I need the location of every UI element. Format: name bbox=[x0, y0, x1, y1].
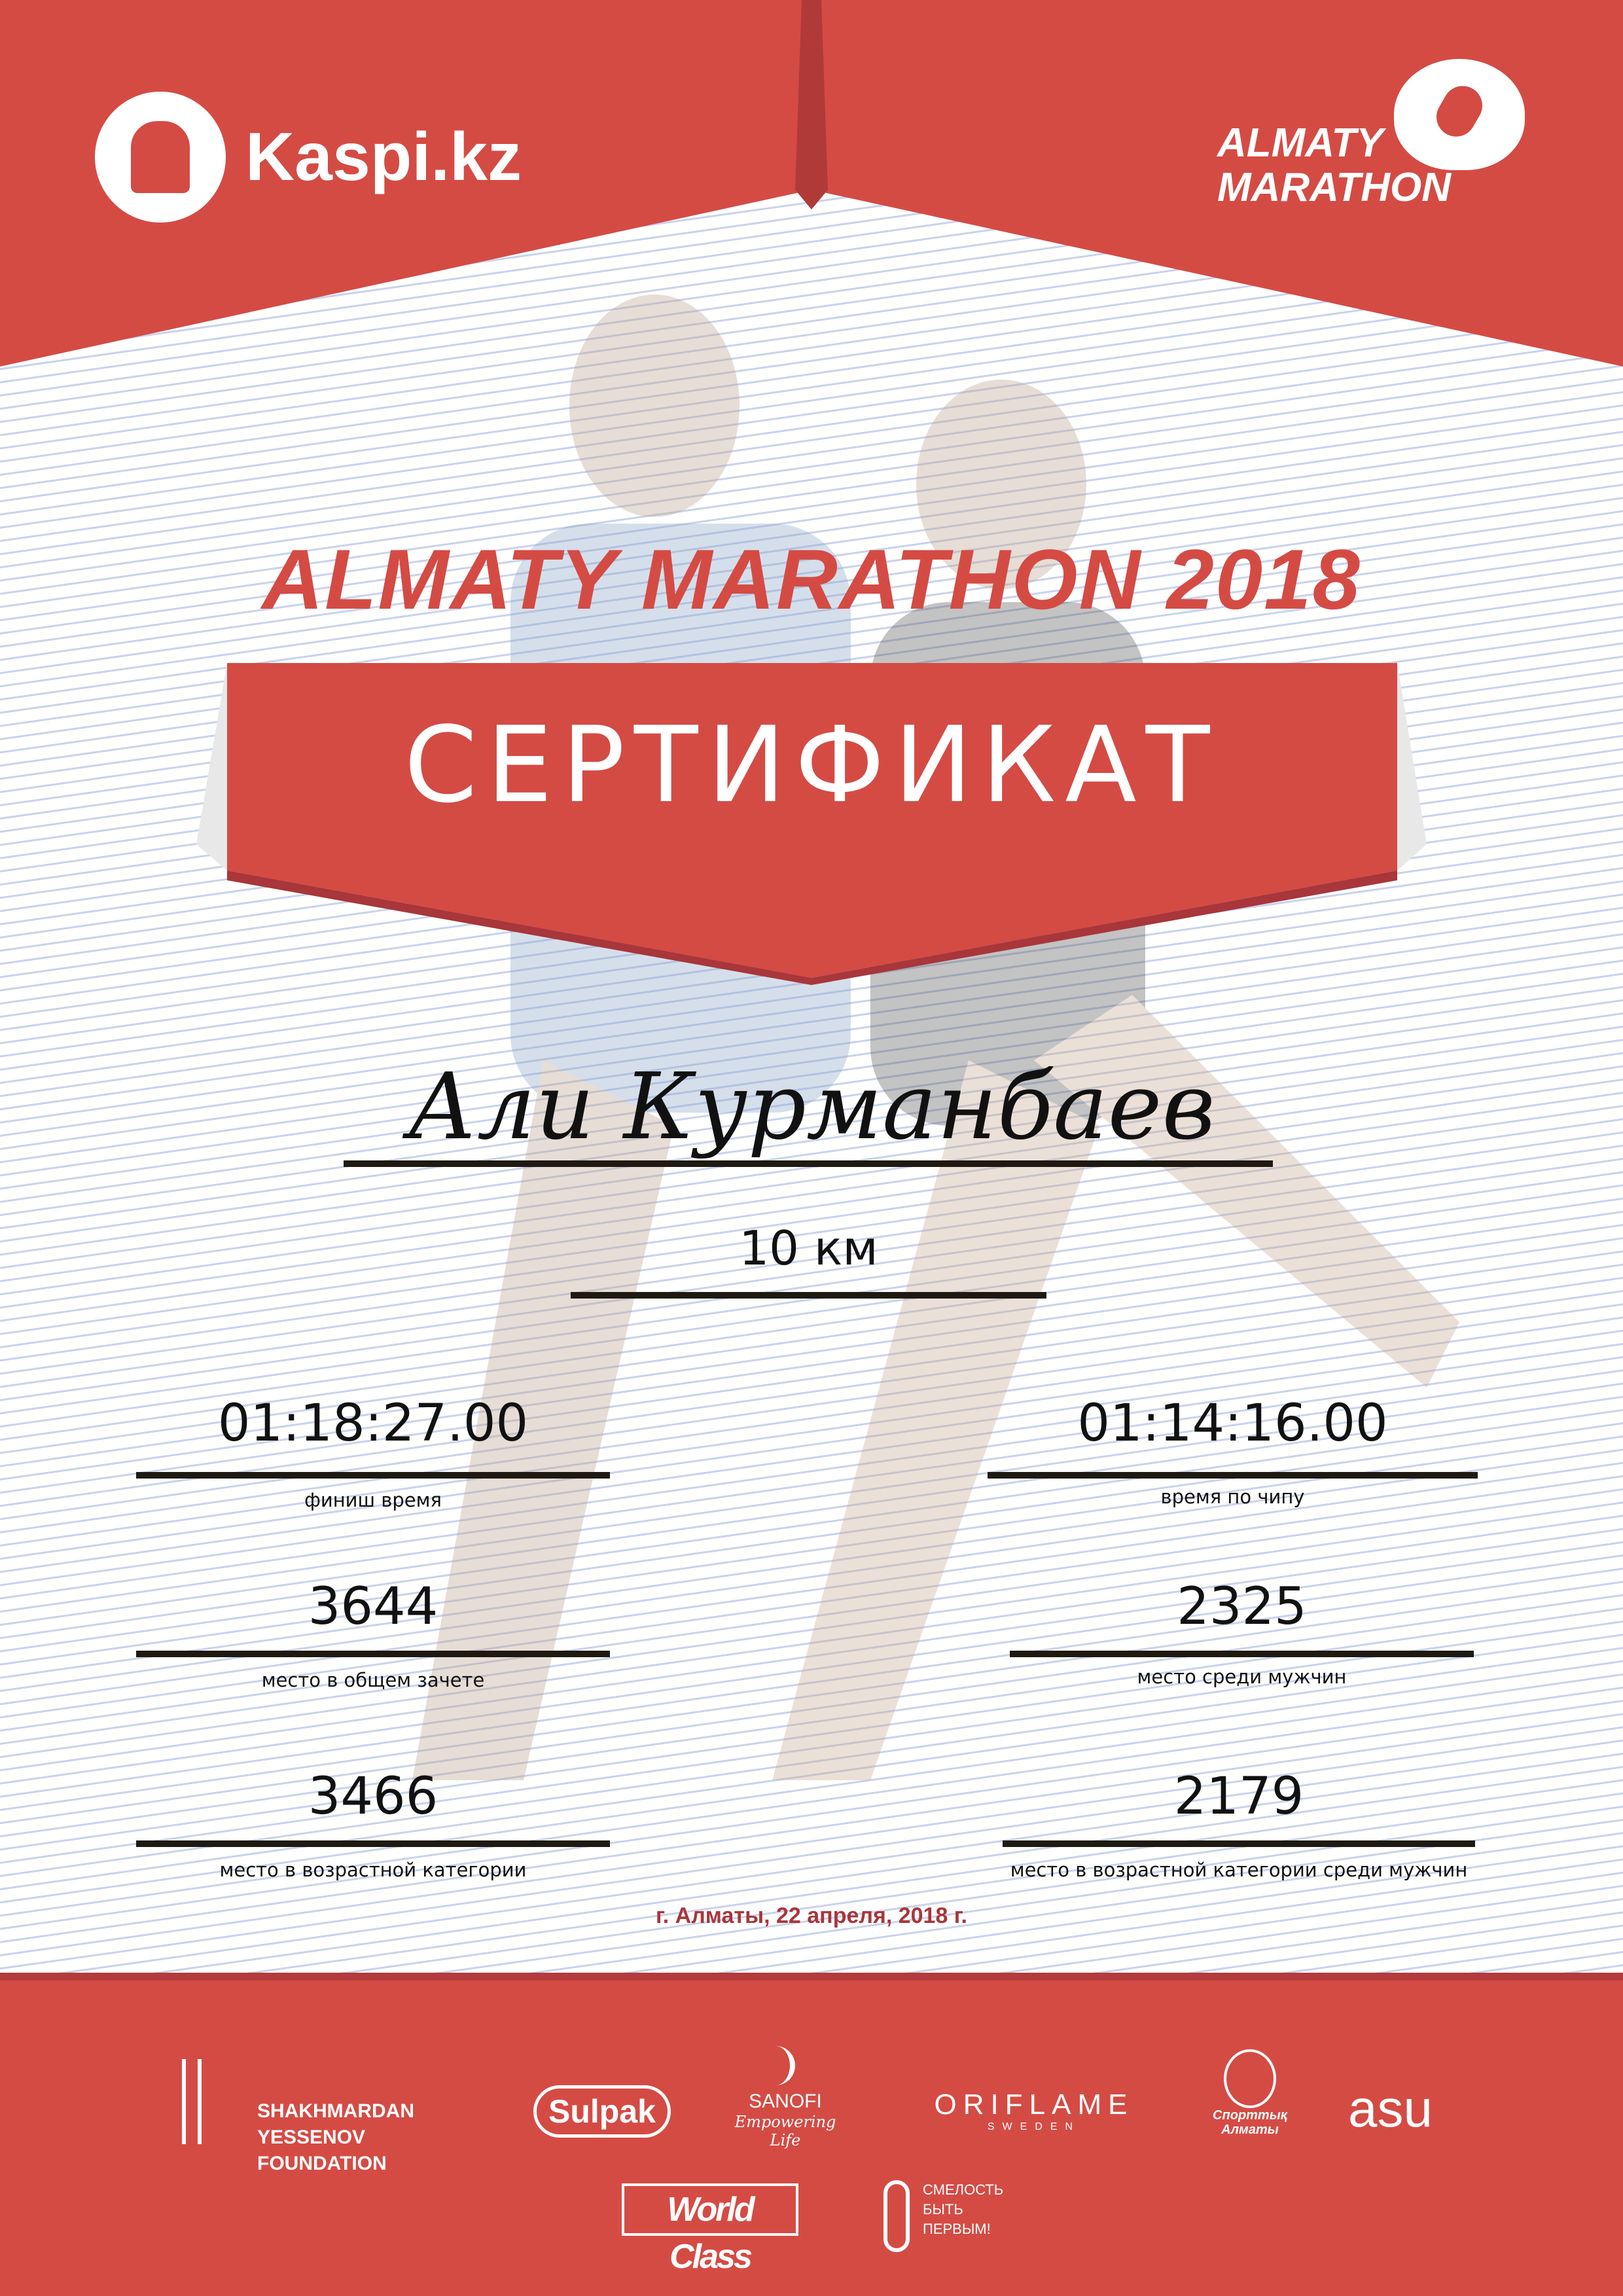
gender-place-line bbox=[1010, 1651, 1474, 1657]
name-underline bbox=[344, 1160, 1273, 1167]
sulpak-logo: Sulpak bbox=[533, 2085, 671, 2138]
asu-logo: asu bbox=[1348, 2079, 1433, 2138]
participant-name: Али Курманбаев bbox=[407, 1054, 1216, 1160]
date-place: г. Алматы, 22 апреля, 2018 г. bbox=[656, 1903, 967, 1928]
oriflame-logo: ORIFLAME SWEDEN bbox=[934, 2089, 1134, 2132]
age-place-label: место в возрастной категории bbox=[219, 1859, 527, 1881]
gender-place: 2325 bbox=[1177, 1577, 1307, 1636]
yessenov-foundation-logo: SHAKHMARDAN YESSENOV FOUNDATION bbox=[182, 2059, 496, 2174]
kaspi-logo: Kaspi.kz bbox=[95, 92, 522, 223]
chip-time-label: время по чипу bbox=[1160, 1486, 1305, 1508]
world-class-logo: World Class bbox=[622, 2183, 798, 2276]
age-place-line bbox=[136, 1840, 610, 1847]
overall-place-line bbox=[136, 1651, 610, 1657]
kaspi-mark-icon bbox=[95, 92, 226, 223]
fund-figure-icon bbox=[883, 2180, 910, 2252]
overall-place: 3644 bbox=[308, 1577, 438, 1636]
chip-time-line bbox=[988, 1472, 1478, 1479]
chip-time: 01:14:16.00 bbox=[1077, 1394, 1388, 1453]
yessenov-bars-icon bbox=[182, 2059, 202, 2144]
certificate-banner bbox=[196, 663, 1427, 985]
age-gender-place: 2179 bbox=[1173, 1767, 1304, 1826]
sponsors-footer: SHAKHMARDAN YESSENOV FOUNDATION Sulpak SA… bbox=[0, 1973, 1623, 2296]
finish-time-line bbox=[136, 1472, 610, 1479]
distance-underline bbox=[571, 1292, 1046, 1299]
sport-almaty-emblem-icon bbox=[1224, 2049, 1276, 2108]
header-band bbox=[0, 0, 1623, 367]
sport-almaty-logo: Спорттық Алматы bbox=[1204, 2049, 1296, 2137]
finish-time-label: финиш время bbox=[304, 1489, 442, 1511]
almaty-marathon-logo: ALMATY MARATHON bbox=[1217, 59, 1525, 216]
age-place: 3466 bbox=[308, 1767, 438, 1826]
finish-time: 01:18:27.00 bbox=[217, 1394, 529, 1453]
distance: 10 км bbox=[739, 1221, 878, 1276]
overall-place-label: место в общем зачете bbox=[261, 1669, 485, 1691]
age-gender-place-line bbox=[1003, 1840, 1475, 1847]
event-title: ALMATY MARATHON 2018 bbox=[262, 531, 1361, 627]
certificate-heading: СЕРТИФИКАТ bbox=[404, 704, 1219, 826]
runner-icon bbox=[1394, 59, 1525, 170]
age-gender-place-label: место в возрастной категории среди мужчи… bbox=[1010, 1859, 1468, 1881]
gender-place-label: место среди мужчин bbox=[1137, 1666, 1347, 1688]
corporate-fund-logo: СМЕЛОСТЬ БЫТЬ ПЕРВЫМ! bbox=[870, 2167, 1027, 2252]
sanofi-bird-icon bbox=[776, 2046, 795, 2085]
sanofi-logo: SANOFI Empowering Life bbox=[720, 2046, 851, 2149]
